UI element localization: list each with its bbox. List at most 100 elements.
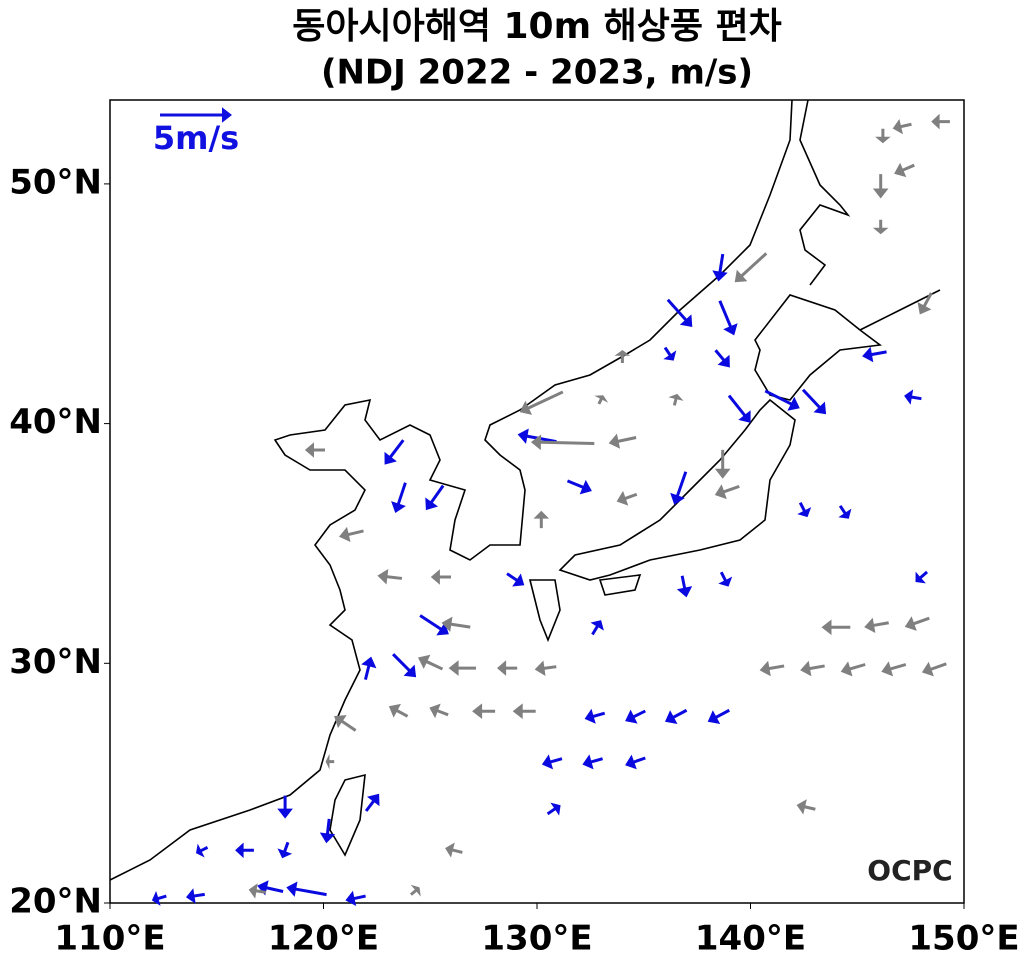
y-tick-label: 50°N	[9, 162, 102, 202]
wind-arrow	[904, 616, 930, 631]
wind-arrow	[764, 389, 800, 411]
wind-arrow	[257, 880, 284, 896]
x-tick-label: 110°E	[54, 919, 165, 959]
coastlines	[109, 99, 941, 881]
wind-arrow	[875, 128, 891, 144]
wind-arrow	[392, 653, 417, 678]
wind-arrow	[881, 661, 907, 677]
y-tick-label: 20°N	[9, 882, 102, 922]
wind-arrow	[904, 389, 922, 405]
wind-arrow	[566, 479, 592, 495]
wind-arrow	[391, 482, 407, 513]
wind-arrow	[419, 614, 449, 636]
wind-arrow	[534, 660, 557, 676]
wind-arrow	[663, 346, 677, 361]
coastline	[598, 574, 642, 596]
wind-arrow	[418, 654, 444, 671]
plot-frame	[109, 99, 965, 904]
wind-arrow	[797, 502, 812, 518]
wind-arrow	[519, 390, 564, 415]
wind-arrow	[334, 715, 357, 732]
wind-arrow	[670, 471, 688, 505]
wind-arrow	[676, 575, 693, 598]
wind-arrow	[235, 842, 254, 859]
chart-subtitle: (NDJ 2022 - 2023, m/s)	[321, 53, 753, 93]
wind-arrow	[541, 754, 563, 770]
wind-arrow	[625, 709, 646, 724]
wind-arrow	[872, 219, 889, 235]
wind-arrow	[862, 346, 887, 363]
wind-arrow	[931, 113, 950, 130]
wind-arrow	[718, 571, 733, 587]
wind-arrow	[894, 162, 915, 178]
wind-arrow	[388, 703, 409, 718]
wind-arrow	[714, 484, 740, 500]
wind-arrow	[714, 349, 730, 368]
wind-arrow	[590, 620, 604, 636]
watermark: OCPC	[867, 854, 952, 887]
wind-arrow	[707, 708, 730, 724]
wind-arrow	[339, 526, 364, 542]
wind-arrow	[497, 660, 518, 676]
wind-arrow	[429, 703, 449, 719]
coastline	[329, 773, 366, 857]
wind-arrow	[872, 174, 889, 199]
wind-arrow	[517, 428, 557, 444]
wind-arrow	[892, 119, 912, 135]
wind-arrow	[304, 442, 325, 458]
coastline	[859, 289, 941, 331]
wind-arrow	[917, 292, 933, 315]
coastline	[754, 294, 883, 401]
key-label: 5m/s	[153, 119, 239, 157]
wind-arrow	[584, 708, 606, 724]
wind-arrow	[915, 570, 928, 584]
coastline	[109, 99, 793, 881]
wind-arrow	[319, 818, 336, 844]
key-arrow	[160, 107, 232, 123]
wind-arrow	[582, 754, 603, 770]
wind-arrow	[718, 300, 738, 336]
x-tick-label: 140°E	[695, 919, 806, 959]
wind-arrow	[625, 754, 646, 770]
wind-arrow	[277, 795, 293, 819]
wind-arrow	[425, 484, 445, 511]
wind-arrow	[506, 572, 525, 587]
wind-arrow	[727, 394, 751, 423]
wind-arrow	[364, 793, 380, 812]
wind-arrow	[840, 661, 866, 677]
wind-arrow	[325, 753, 335, 770]
wind-arrow	[441, 616, 471, 632]
wind-arrow	[616, 490, 638, 506]
wind-arrow	[377, 569, 403, 585]
wind-arrow	[714, 449, 731, 479]
wind-arrow	[472, 703, 496, 719]
wind-arrow	[921, 661, 947, 677]
y-tick-label: 30°N	[9, 642, 102, 682]
wind-arrow	[151, 891, 167, 906]
wind-arrow	[512, 703, 536, 719]
wind-arrow	[533, 510, 550, 529]
wind-arrow	[546, 802, 561, 816]
chart-title: 동아시아해역 10m 해상풍 편차	[292, 6, 782, 47]
wind-arrow	[448, 660, 476, 676]
wind-arrow	[410, 884, 421, 897]
coastline	[799, 99, 851, 286]
wind-arrow	[445, 842, 463, 858]
wind-arrow	[759, 660, 785, 677]
wind-arrow	[666, 298, 693, 327]
x-tick-label: 150°E	[908, 919, 1019, 959]
wind-arrow	[838, 505, 852, 519]
wind-arrow	[384, 439, 405, 465]
wind-arrow	[801, 388, 827, 415]
wind-arrow	[668, 393, 684, 406]
wind-arrow	[530, 434, 595, 451]
wind-arrow	[821, 619, 851, 636]
wind-arrow	[277, 841, 293, 859]
wind-arrow	[248, 883, 267, 899]
wind-arrow	[196, 843, 209, 858]
wind-arrow	[608, 433, 637, 449]
x-tick-label: 130°E	[481, 919, 592, 959]
wind-arrow	[430, 569, 451, 585]
